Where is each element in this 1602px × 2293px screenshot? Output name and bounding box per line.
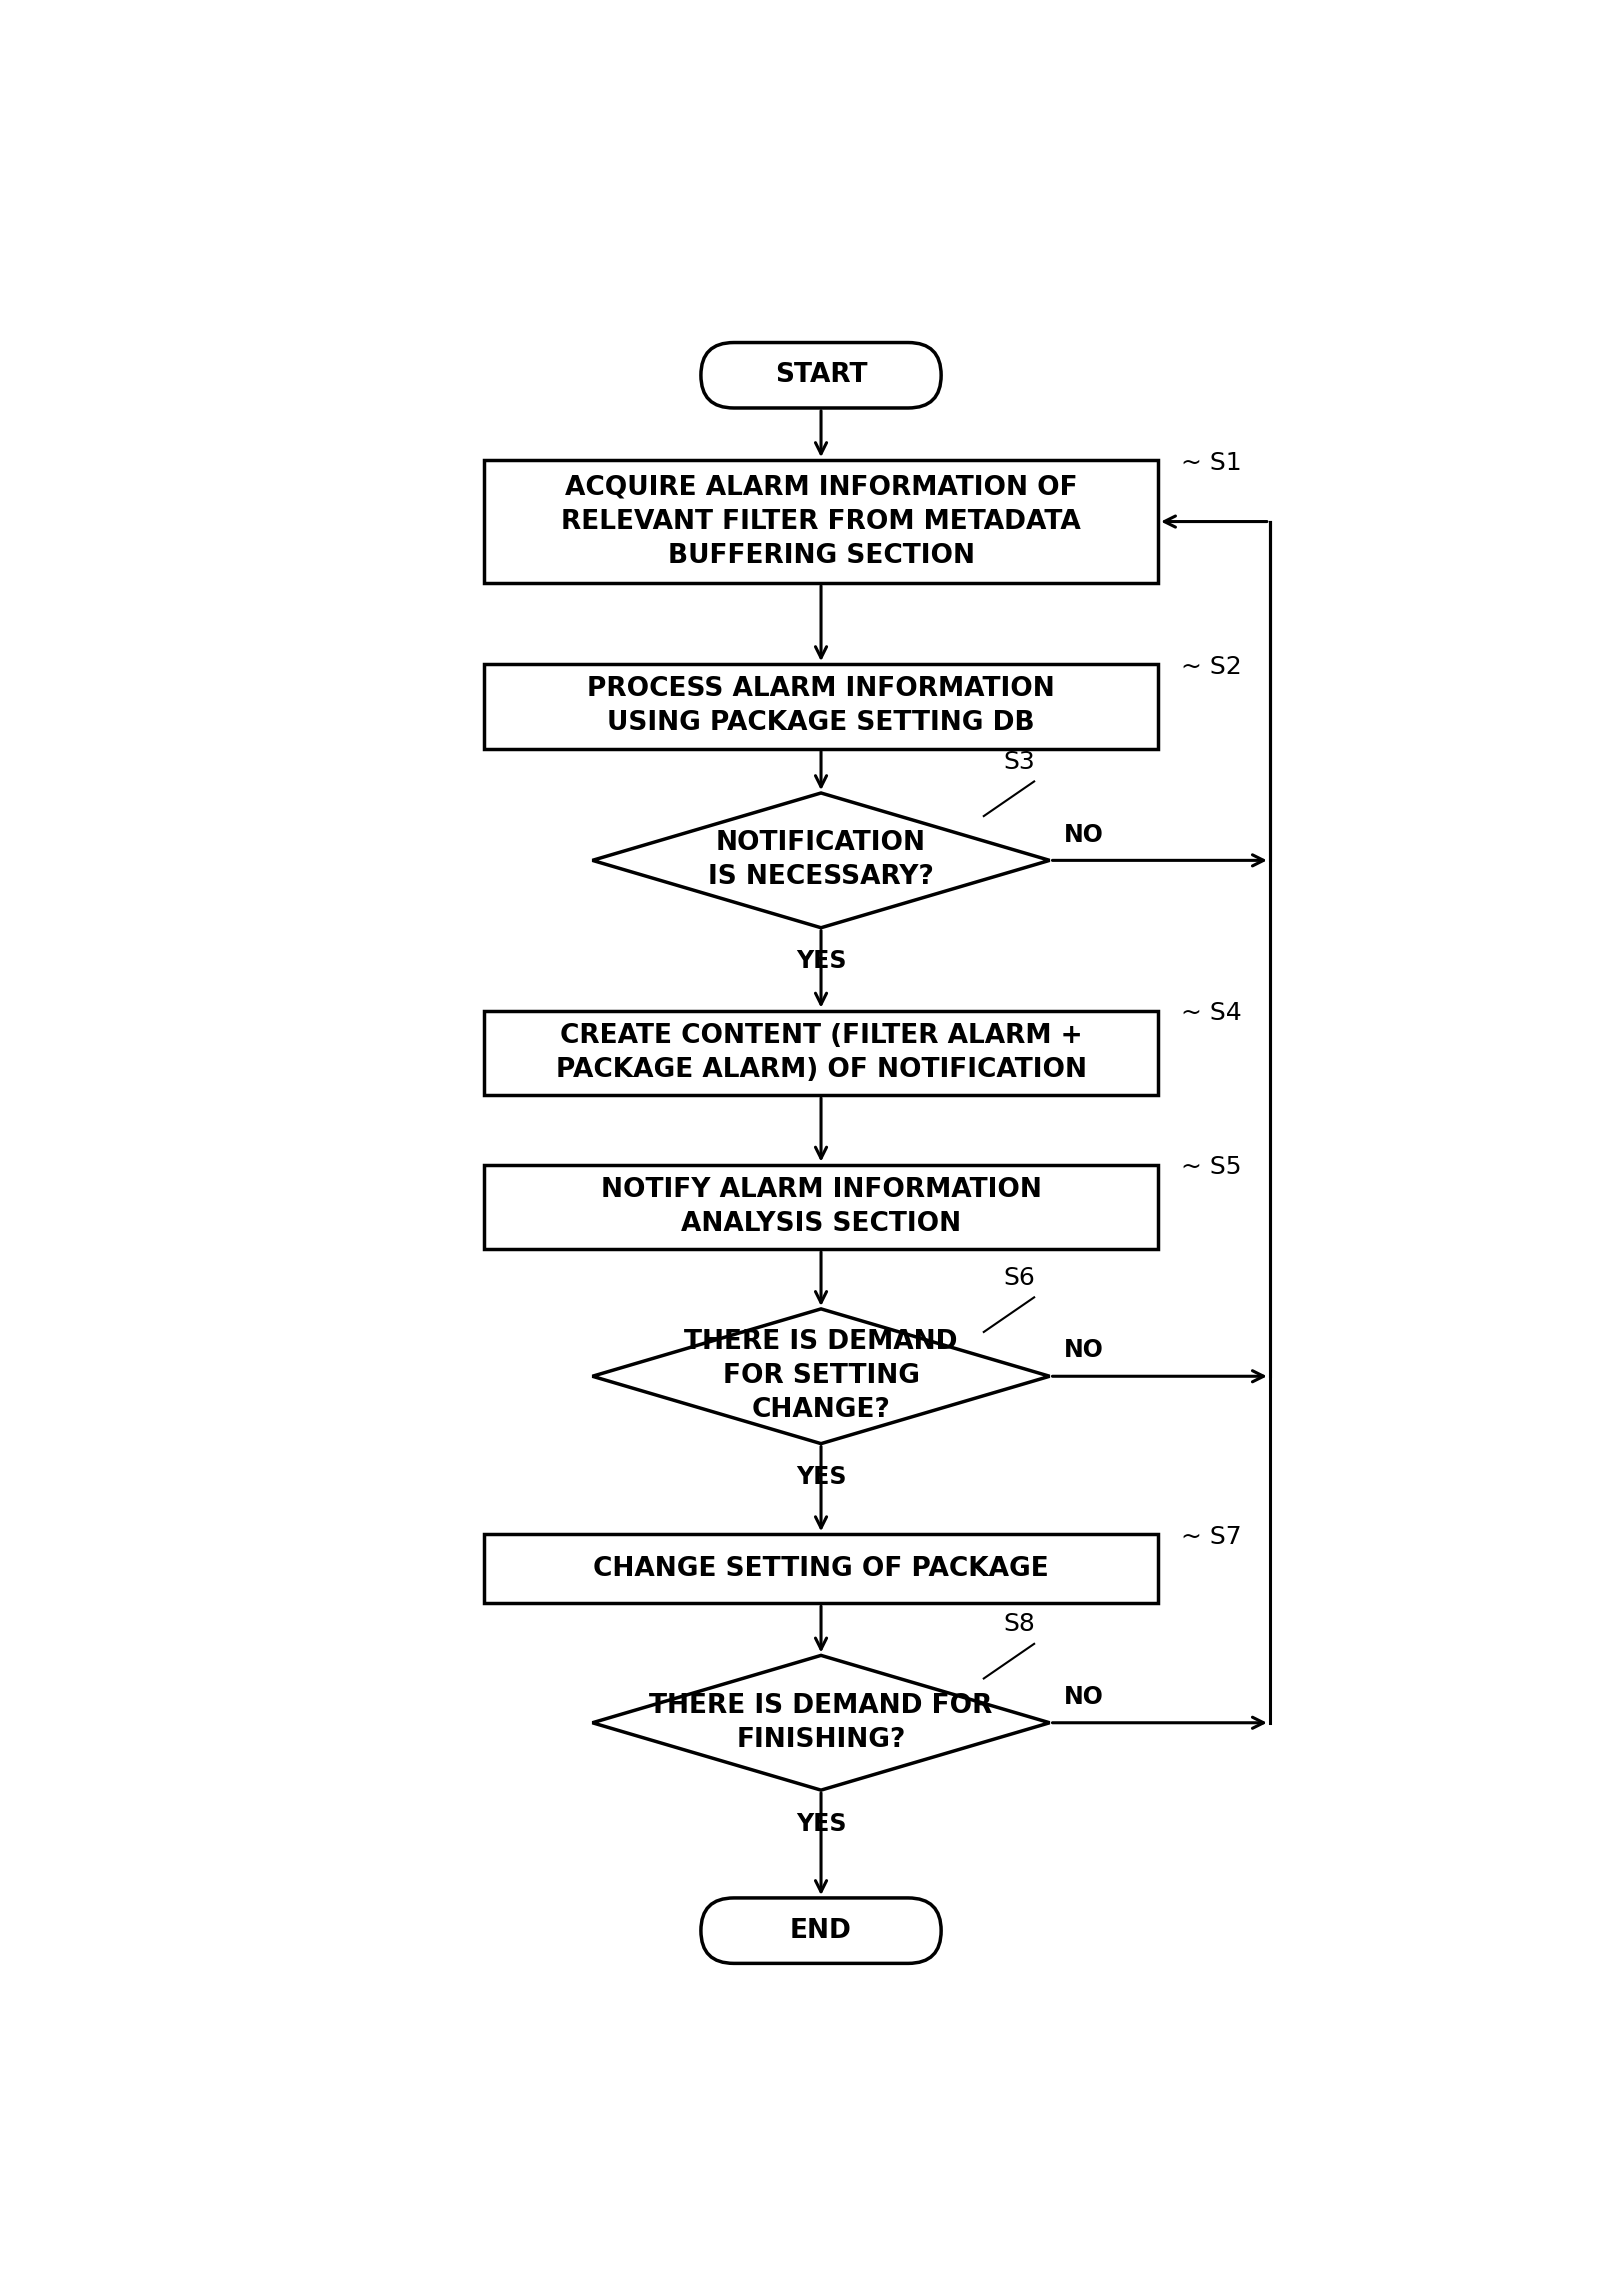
Bar [484, 665, 1158, 750]
Text: THERE IS DEMAND
FOR SETTING
CHANGE?: THERE IS DEMAND FOR SETTING CHANGE? [684, 1330, 958, 1424]
Text: YES: YES [796, 1465, 846, 1488]
Text: NO: NO [1064, 823, 1104, 846]
Text: NOTIFY ALARM INFORMATION
ANALYSIS SECTION: NOTIFY ALARM INFORMATION ANALYSIS SECTIO… [601, 1176, 1041, 1236]
Text: THERE IS DEMAND FOR
FINISHING?: THERE IS DEMAND FOR FINISHING? [649, 1692, 993, 1752]
Text: YES: YES [796, 949, 846, 972]
Polygon shape [593, 793, 1049, 929]
Text: YES: YES [796, 1811, 846, 1837]
Text: S8: S8 [1003, 1612, 1035, 1637]
Text: START: START [775, 362, 867, 388]
Text: PROCESS ALARM INFORMATION
USING PACKAGE SETTING DB: PROCESS ALARM INFORMATION USING PACKAGE … [588, 676, 1054, 736]
Bar [484, 461, 1158, 582]
Text: ~ S5: ~ S5 [1181, 1156, 1242, 1179]
Text: ~ S7: ~ S7 [1181, 1525, 1242, 1548]
FancyBboxPatch shape [702, 342, 940, 408]
Text: ACQUIRE ALARM INFORMATION OF
RELEVANT FILTER FROM METADATA
BUFFERING SECTION: ACQUIRE ALARM INFORMATION OF RELEVANT FI… [561, 475, 1081, 569]
Polygon shape [593, 1309, 1049, 1445]
Polygon shape [593, 1656, 1049, 1791]
Text: NO: NO [1064, 1685, 1104, 1708]
Text: ~ S2: ~ S2 [1181, 656, 1242, 679]
Text: S3: S3 [1003, 750, 1035, 773]
Text: CHANGE SETTING OF PACKAGE: CHANGE SETTING OF PACKAGE [593, 1555, 1049, 1582]
Text: CREATE CONTENT (FILTER ALARM +
PACKAGE ALARM) OF NOTIFICATION: CREATE CONTENT (FILTER ALARM + PACKAGE A… [556, 1023, 1086, 1082]
Bar [484, 1011, 1158, 1096]
Text: ~ S1: ~ S1 [1181, 452, 1242, 475]
Text: ~ S4: ~ S4 [1181, 1002, 1242, 1025]
Text: NOTIFICATION
IS NECESSARY?: NOTIFICATION IS NECESSARY? [708, 830, 934, 890]
Text: END: END [790, 1917, 852, 1944]
Text: NO: NO [1064, 1339, 1104, 1362]
Bar [484, 1165, 1158, 1250]
Bar [484, 1534, 1158, 1603]
FancyBboxPatch shape [702, 1899, 940, 1963]
Text: S6: S6 [1003, 1266, 1035, 1289]
